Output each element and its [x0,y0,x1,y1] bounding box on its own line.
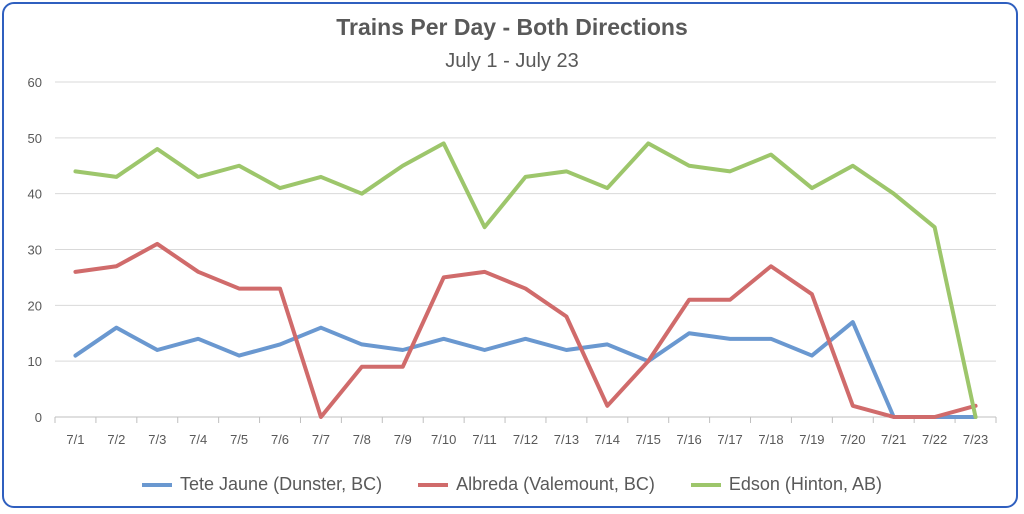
x-tick-label: 7/9 [394,432,412,447]
x-tick-label: 7/12 [513,432,538,447]
legend-label: Albreda (Valemount, BC) [456,474,655,494]
x-tick-label: 7/17 [717,432,742,447]
x-tick-label: 7/6 [271,432,289,447]
y-tick-label: 60 [28,75,42,90]
legend-label: Tete Jaune (Dunster, BC) [180,474,383,494]
x-tick-label: 7/23 [963,432,988,447]
x-tick-label: 7/8 [353,432,371,447]
x-tick-label: 7/19 [799,432,824,447]
x-tick-label: 7/18 [758,432,783,447]
x-tick-label: 7/13 [554,432,579,447]
legend-swatch [418,482,449,487]
x-tick-label: 7/2 [107,432,125,447]
y-tick-label: 20 [28,298,42,313]
legend-label: Edson (Hinton, AB) [728,474,882,494]
x-tick-label: 7/20 [840,432,865,447]
x-tick-label: 7/22 [922,432,947,447]
x-tick-label: 7/16 [676,432,701,447]
legend-swatch [142,482,173,487]
legend-swatch [690,482,721,487]
y-tick-label: 30 [28,243,42,258]
x-tick-label: 7/4 [189,432,207,447]
legend-item: Albreda (Valemount, BC) [418,474,655,495]
x-tick-label: 7/3 [148,432,166,447]
legend-item: Tete Jaune (Dunster, BC) [142,474,382,495]
chart-frame [2,2,1018,508]
y-tick-label: 50 [28,131,42,146]
x-tick-label: 7/14 [595,432,620,447]
x-tick-label: 7/11 [472,432,496,447]
chart-subtitle: July 1 - July 23 [445,50,579,72]
x-tick-label: 7/5 [230,432,248,447]
legend-item: Edson (Hinton, AB) [690,474,882,495]
x-tick-label: 7/7 [312,432,330,447]
x-tick-label: 7/10 [431,432,456,447]
y-tick-label: 40 [28,187,42,202]
x-tick-label: 7/21 [881,432,906,447]
y-tick-label: 0 [35,410,42,425]
chart-title: Trains Per Day - Both Directions [336,14,688,40]
legend: Tete Jaune (Dunster, BC) Albreda (Valemou… [0,474,1024,495]
x-tick-label: 7/1 [66,432,84,447]
y-tick-label: 10 [28,354,42,369]
x-tick-label: 7/15 [636,432,661,447]
